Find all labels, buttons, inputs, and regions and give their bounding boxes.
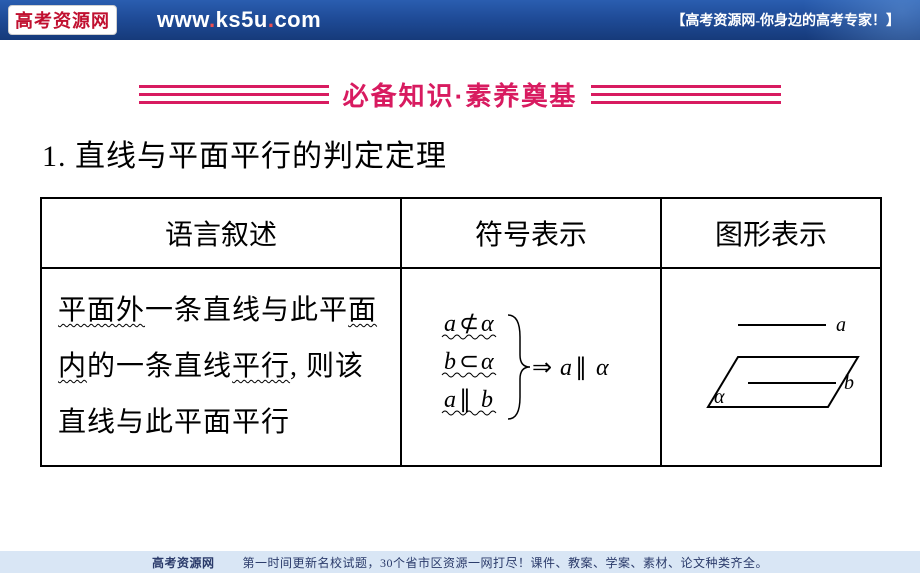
svg-text:a: a	[560, 355, 572, 381]
seg: 的一条直线	[87, 351, 232, 382]
url-part: ks5u	[216, 7, 268, 32]
symbol-cell: .mi { font: italic 24px "Times New Roman…	[401, 268, 661, 466]
url-part: www	[157, 7, 209, 32]
section-banner-text: 必备知识·素养奠基	[343, 76, 578, 113]
stripes-left	[139, 85, 329, 104]
url-part: com	[274, 7, 321, 32]
svg-text:a: a	[444, 311, 456, 337]
svg-text:α: α	[714, 386, 725, 408]
svg-text:⊄: ⊄	[459, 311, 479, 337]
url-dot: .	[209, 7, 216, 32]
col-header-statement: 语言叙述	[41, 198, 401, 268]
footer: 高考资源网 第一时间更新名校试题，30个省市区资源一网打尽！课件、教案、学案、素…	[0, 551, 920, 573]
tagline: 【高考资源网-你身边的高考专家！】	[671, 10, 900, 30]
seg: 平行	[232, 351, 290, 382]
svg-text:a: a	[444, 387, 456, 413]
svg-text:b: b	[481, 387, 493, 413]
seg: 平面外	[58, 295, 145, 326]
page-heading: 1. 直线与平面平行的判定定理	[42, 131, 880, 175]
symbol-svg: .mi { font: italic 24px "Times New Roman…	[426, 297, 636, 437]
content-area: 必备知识·素养奠基 1. 直线与平面平行的判定定理 语言叙述 符号表示 图形表示…	[0, 40, 920, 467]
site-url: www.ks5u.com	[157, 7, 321, 33]
footer-brand: 高考资源网	[152, 554, 215, 571]
section-banner: 必备知识·素养奠基	[40, 76, 880, 113]
footer-text: 第一时间更新名校试题，30个省市区资源一网打尽！课件、教案、学案、素材、论文种类…	[243, 554, 769, 571]
col-header-figure: 图形表示	[661, 198, 881, 268]
svg-text:α: α	[481, 349, 494, 375]
svg-text:α: α	[481, 311, 494, 337]
seg: 一条直线与此平	[145, 295, 348, 326]
theorem-table: 语言叙述 符号表示 图形表示 平面外一条直线与此平面内的一条直线平行, 则该直线…	[40, 197, 882, 467]
statement-text: 平面外一条直线与此平面内的一条直线平行, 则该直线与此平面平行	[58, 283, 384, 451]
svg-text:b: b	[444, 349, 456, 375]
svg-text:⊂: ⊂	[459, 349, 479, 375]
svg-text:∥: ∥	[575, 355, 587, 381]
svg-text:⇒: ⇒	[532, 355, 552, 381]
svg-text:a: a	[836, 314, 846, 336]
col-header-symbol: 符号表示	[401, 198, 661, 268]
svg-text:α: α	[596, 355, 609, 381]
figure-svg: .lab { font: italic 20px "Times New Roma…	[678, 297, 873, 437]
logo-badge: 高考资源网	[8, 5, 117, 35]
svg-text:∥: ∥	[459, 387, 471, 413]
statement-cell: 平面外一条直线与此平面内的一条直线平行, 则该直线与此平面平行	[41, 268, 401, 466]
stripes-right	[591, 85, 781, 104]
top-banner: 高考资源网 www.ks5u.com 【高考资源网-你身边的高考专家！】	[0, 0, 920, 40]
svg-text:b: b	[844, 372, 854, 394]
figure-cell: .lab { font: italic 20px "Times New Roma…	[661, 268, 881, 466]
